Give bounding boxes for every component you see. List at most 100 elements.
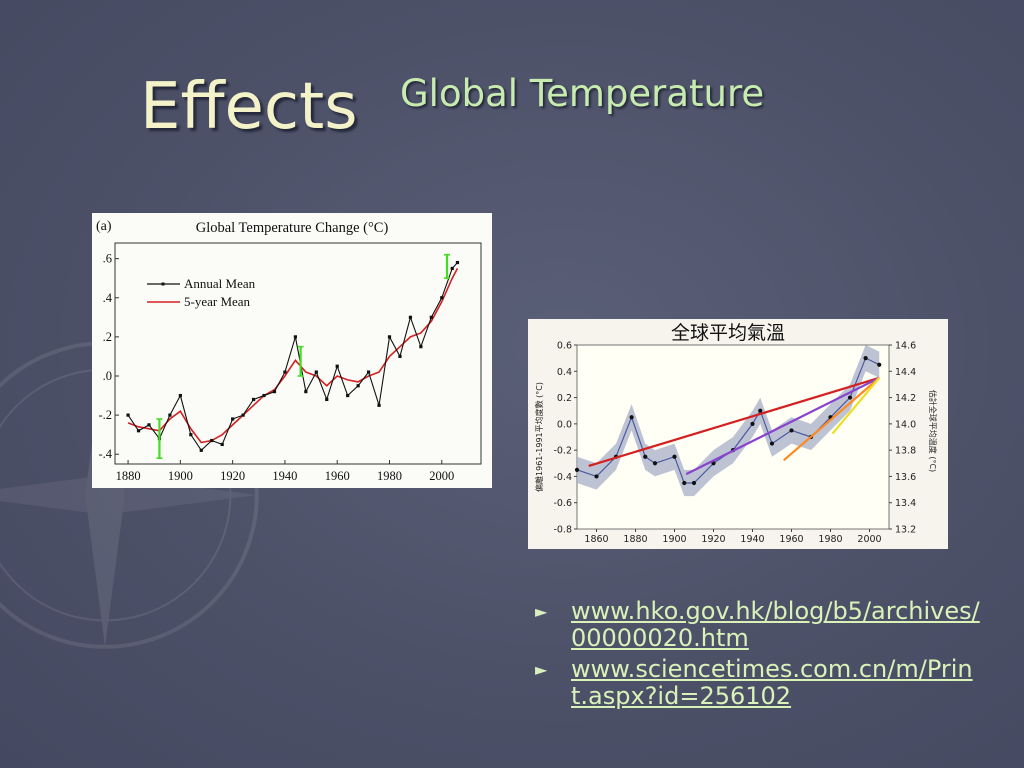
series-line-annual-mean bbox=[127, 262, 458, 452]
sciencetimes-link[interactable]: www.sciencetimes.com.cn/m/Print.aspx?id=… bbox=[571, 655, 973, 710]
list-item: ► www.sciencetimes.com.cn/m/Print.aspx?i… bbox=[533, 656, 993, 710]
y-axis-label-left: 偏離1961-1991平均度數 (°C) bbox=[534, 382, 544, 492]
y-tick-label-right: 14.4 bbox=[895, 367, 916, 378]
data-point-annual bbox=[314, 370, 318, 374]
x-tick-label: 1900 bbox=[662, 534, 686, 545]
data-point-annual bbox=[210, 438, 214, 443]
x-tick-label: 2000 bbox=[429, 469, 454, 483]
y-tick-label: -.4 bbox=[98, 447, 112, 461]
data-point-annual bbox=[293, 335, 297, 339]
data-point bbox=[643, 454, 648, 459]
chart-panel-label: (a) bbox=[96, 219, 112, 234]
data-point-annual bbox=[398, 354, 402, 359]
x-tick-label: 1900 bbox=[168, 469, 193, 483]
y-tick-label: -0.8 bbox=[553, 525, 572, 536]
data-point-annual bbox=[440, 296, 444, 300]
data-point bbox=[758, 408, 763, 413]
data-point-annual bbox=[262, 393, 266, 398]
right-chart-svg: 全球平均氣溫 偏離1961-1991平均度數 (°C) 估計全球平均溫度 (°C… bbox=[534, 322, 938, 545]
data-point-annual bbox=[408, 315, 413, 319]
data-point-annual bbox=[126, 413, 130, 417]
data-point-annual bbox=[387, 335, 392, 339]
data-point bbox=[691, 480, 697, 486]
global-average-temperature-chart: 全球平均氣溫 偏離1961-1991平均度數 (°C) 估計全球平均溫度 (°C… bbox=[528, 319, 948, 549]
data-point-annual bbox=[272, 390, 277, 394]
y-tick-label-right: 14.6 bbox=[895, 341, 916, 352]
chart-title: Global Temperature Change (°C) bbox=[196, 220, 389, 236]
y-tick-label: -0.2 bbox=[553, 446, 572, 457]
y-tick-label: .4 bbox=[103, 291, 113, 305]
y-tick-label-right: 13.4 bbox=[895, 498, 916, 509]
data-point-annual bbox=[346, 393, 350, 398]
data-point-annual bbox=[168, 413, 172, 417]
data-point-annual bbox=[136, 429, 141, 433]
data-point-annual bbox=[178, 393, 182, 398]
data-point bbox=[652, 461, 658, 466]
data-point-annual bbox=[220, 442, 224, 447]
data-point-annual bbox=[199, 448, 203, 452]
y-tick-label-right: 13.8 bbox=[895, 446, 916, 457]
data-point-annual bbox=[241, 413, 245, 417]
x-tick-label: 1980 bbox=[377, 469, 402, 483]
y-tick-label: 0.0 bbox=[557, 419, 572, 430]
data-point-annual bbox=[429, 315, 433, 319]
data-point bbox=[769, 441, 775, 446]
y-axis-label-right: 估計全球平均溫度 (°C) bbox=[928, 390, 938, 472]
y-tick-label: 0.4 bbox=[557, 367, 572, 378]
data-point-annual bbox=[377, 403, 381, 407]
x-tick-label: 1980 bbox=[818, 534, 842, 545]
trend-line bbox=[685, 376, 880, 476]
x-tick-label: 1960 bbox=[325, 469, 350, 483]
y-tick-label: .2 bbox=[103, 330, 112, 344]
left-chart-svg: (a) Global Temperature Change (°C) 1880 1… bbox=[96, 219, 482, 483]
x-tick-label: 1940 bbox=[740, 534, 764, 545]
trend-line bbox=[782, 377, 880, 462]
data-point bbox=[863, 356, 868, 361]
bullet-arrow-icon: ► bbox=[535, 602, 548, 621]
data-point bbox=[629, 415, 634, 420]
slide-title: Effects bbox=[140, 70, 358, 144]
data-point-annual bbox=[189, 433, 193, 437]
series-line-5-year-mean bbox=[127, 268, 459, 444]
legend-annual-mean: Annual Mean bbox=[184, 276, 256, 291]
chart-title: 全球平均氣溫 bbox=[671, 322, 785, 344]
data-point bbox=[672, 454, 677, 459]
data-point-annual bbox=[366, 370, 371, 374]
slide-subtitle: Global Temperature bbox=[400, 72, 765, 115]
chart-legend: Annual Mean 5-year Mean bbox=[147, 276, 256, 309]
links-list: ► www.hko.gov.hk/blog/b5/archives/000000… bbox=[533, 598, 993, 714]
data-point bbox=[750, 421, 755, 426]
uncertainty-band bbox=[577, 345, 880, 497]
data-point bbox=[574, 467, 580, 472]
hko-link[interactable]: www.hko.gov.hk/blog/b5/archives/00000020… bbox=[571, 597, 980, 652]
x-tick-label: 1880 bbox=[623, 534, 647, 545]
x-tick-label: 1860 bbox=[584, 534, 608, 545]
trend-line bbox=[831, 377, 881, 435]
data-point-annual bbox=[455, 260, 460, 265]
y-tick-label: 0.2 bbox=[557, 393, 572, 404]
data-point bbox=[877, 362, 882, 367]
y-tick-label: .6 bbox=[103, 252, 112, 266]
y-tick-label-right: 14.0 bbox=[895, 419, 916, 430]
data-point bbox=[682, 480, 687, 486]
list-item: ► www.hko.gov.hk/blog/b5/archives/000000… bbox=[533, 598, 993, 652]
data-point bbox=[594, 474, 599, 479]
x-tick-label: 1880 bbox=[116, 469, 141, 483]
y-tick-label-right: 14.2 bbox=[895, 393, 916, 404]
data-point bbox=[789, 428, 794, 433]
y-tick-label: -0.6 bbox=[553, 498, 572, 509]
x-tick-label: 1920 bbox=[220, 469, 245, 483]
data-point bbox=[847, 395, 853, 400]
x-tick-label: 1920 bbox=[701, 534, 725, 545]
x-tick-label: 2000 bbox=[857, 534, 881, 545]
data-point-annual bbox=[325, 397, 329, 402]
data-point-annual bbox=[419, 345, 423, 349]
data-point-annual bbox=[251, 397, 256, 402]
bullet-arrow-icon: ► bbox=[535, 660, 548, 679]
legend-5-year-mean: 5-year Mean bbox=[184, 294, 251, 309]
data-point-annual bbox=[450, 266, 454, 271]
data-point-annual bbox=[356, 384, 360, 388]
y-tick-label: 0.6 bbox=[557, 341, 572, 352]
trend-line bbox=[588, 376, 880, 468]
x-tick-label: 1960 bbox=[779, 534, 803, 545]
